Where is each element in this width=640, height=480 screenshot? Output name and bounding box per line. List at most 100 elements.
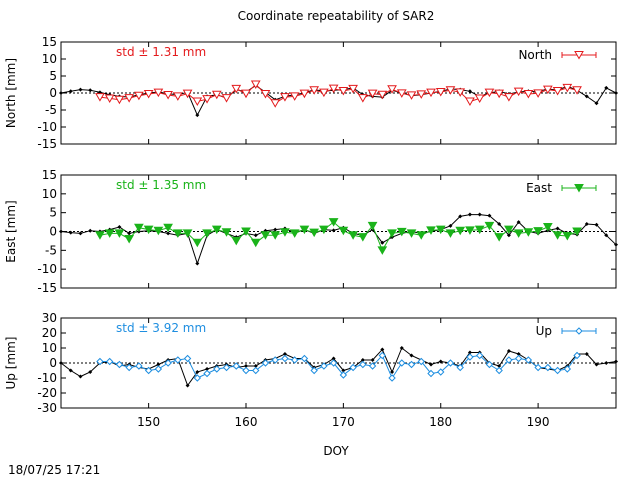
east-reference-point [273, 227, 278, 232]
panels: -15 -10 -5 0 5 10 15 North [mm] std ± 1.31 mm Nor… [4, 35, 618, 429]
north-reference-point [584, 94, 589, 99]
east-reference-point [458, 214, 463, 219]
north-series-point [134, 91, 144, 101]
north-y-tick-label: 5 [49, 69, 57, 83]
east-reference-point [253, 233, 258, 238]
up-y-tick-label: -30 [37, 401, 57, 415]
up-series-point [135, 362, 143, 370]
east-series-point [134, 223, 144, 233]
up-reference-point [604, 361, 609, 365]
east-y-axis-label: East [mm] [4, 200, 18, 262]
east-series-point [172, 229, 183, 238]
north-series-point [357, 94, 368, 103]
east-reference-point [117, 224, 122, 229]
east-series-point [426, 226, 436, 235]
east-reference-point [166, 231, 171, 236]
east-series-point [143, 225, 154, 235]
x-axis-label: DOY [323, 444, 349, 458]
east-series-point [533, 227, 543, 236]
up-reference-point [78, 374, 83, 379]
north-series-point [309, 86, 320, 95]
north-series-point [231, 84, 242, 94]
up-reference-point [438, 359, 443, 364]
north-series-point [250, 80, 261, 90]
up-series-point [427, 369, 435, 378]
east-reference-point [506, 233, 511, 238]
north-series-point [455, 88, 466, 97]
north-reference-point [88, 88, 93, 93]
north-series-point [474, 94, 485, 103]
up-series-point [563, 365, 572, 373]
up-reference-point [195, 370, 200, 374]
up-series-point [437, 368, 445, 376]
up-reference-point [497, 364, 502, 368]
up-y-tick-label: -10 [37, 371, 57, 385]
up-y-tick-label: 0 [49, 356, 57, 370]
north-series-point [221, 94, 232, 103]
east-series-point [562, 232, 573, 241]
x-tick-label: 150 [137, 415, 160, 429]
up-series-point [514, 354, 523, 363]
up-reference-line [60, 347, 617, 387]
x-tick-label: 160 [235, 415, 258, 429]
east-std-annotation: std ± 1.35 mm [116, 178, 206, 192]
east-series-point [474, 225, 485, 235]
up-series-point [368, 362, 377, 370]
up-y-axis-label: Up [mm] [4, 337, 18, 390]
north-series-point [95, 93, 105, 102]
x-tick-label: 190 [527, 415, 550, 429]
north-series-point [192, 97, 203, 107]
east-y-tick-label: 5 [49, 206, 57, 220]
north-reference-point [467, 89, 472, 94]
up-std-annotation: std ± 3.92 mm [116, 321, 206, 335]
up-series-line [99, 354, 578, 380]
up-reference-point [331, 356, 336, 361]
up-series-point [495, 366, 503, 375]
east-series-point [309, 228, 320, 238]
east-series-point [367, 221, 378, 231]
east-series-point [494, 233, 505, 242]
east-series-point [114, 229, 125, 238]
east-legend-marker [574, 184, 584, 193]
up-series-point [310, 366, 318, 375]
up-series-point [485, 360, 494, 369]
east-series-point [396, 227, 407, 237]
north-series-point [211, 90, 222, 100]
east-series-point [328, 218, 339, 227]
up-series-point [359, 360, 367, 369]
up-series-point [203, 369, 211, 378]
north-series-point [270, 99, 281, 108]
up-series-point [242, 366, 250, 375]
up-reference-point [409, 353, 414, 358]
north-series-point [513, 87, 524, 97]
up-reference-point [594, 362, 599, 367]
north-series-point [542, 85, 553, 95]
up-series-point [183, 354, 192, 363]
east-series-point [153, 226, 164, 236]
north-reference-point [604, 85, 609, 90]
up-reference-point [467, 350, 472, 355]
north-series-point [241, 89, 251, 99]
north-y-tick-label: 0 [49, 86, 57, 100]
up-series-point [466, 353, 474, 361]
up-reference-point [360, 358, 365, 362]
east-y-tick-label: -15 [37, 281, 57, 295]
east-reference-point [467, 212, 472, 217]
up-series-point [252, 366, 260, 375]
up-series-point [446, 359, 455, 367]
up-series-point [456, 363, 464, 372]
up-series-point [329, 359, 338, 367]
north-series-point [260, 90, 271, 99]
up-reference-point [253, 364, 258, 368]
east-y-tick-label: 15 [42, 168, 57, 182]
up-reference-point [244, 364, 248, 368]
east-reference-point [127, 231, 132, 236]
north-series-point [435, 87, 446, 97]
east-reference-point [487, 213, 492, 218]
east-y-tick-label: -10 [37, 262, 57, 276]
north-series-point [114, 95, 125, 105]
up-series-point [261, 359, 270, 367]
up-y-tick-label: 30 [42, 311, 57, 325]
north-series-point [552, 86, 563, 96]
north-series-point [523, 90, 534, 99]
